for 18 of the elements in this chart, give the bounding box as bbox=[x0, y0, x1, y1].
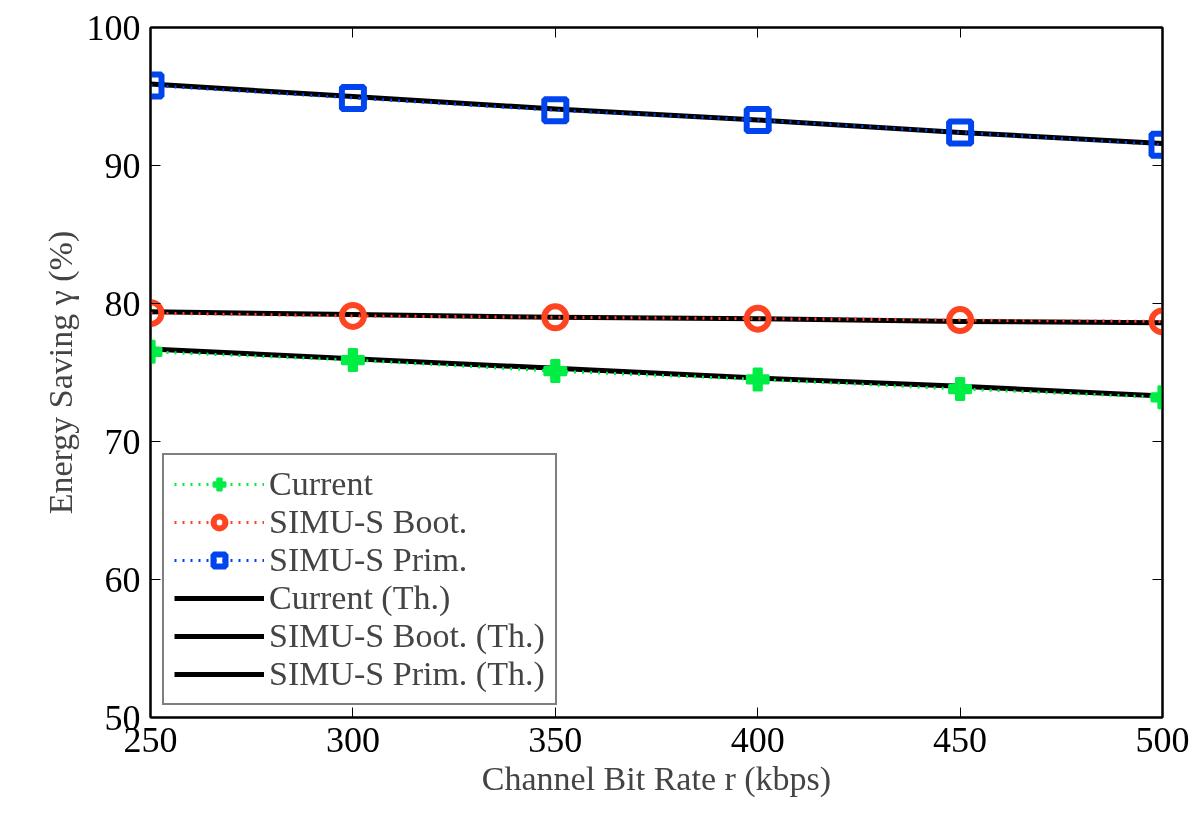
legend-label: SIMU-S Boot. (Th.) bbox=[269, 617, 545, 655]
x-tick-label: 400 bbox=[730, 719, 785, 760]
x-tick-label: 500 bbox=[1135, 719, 1190, 760]
y-tick-label: 90 bbox=[104, 145, 141, 186]
y-tick-label: 100 bbox=[86, 7, 141, 48]
legend-label: SIMU-S Boot. bbox=[269, 503, 468, 541]
x-tick-label: 450 bbox=[933, 719, 988, 760]
y-axis-title: Energy Saving γ (%) bbox=[41, 230, 80, 515]
x-tick-label: 300 bbox=[325, 719, 380, 760]
legend-label: SIMU-S Prim. bbox=[269, 541, 468, 579]
legend-label: Current (Th.) bbox=[269, 579, 451, 617]
y-tick-label: 60 bbox=[104, 559, 141, 600]
x-axis-title: Channel Bit Rate r (kbps) bbox=[481, 759, 832, 798]
legend-label: SIMU-S Prim. (Th.) bbox=[269, 655, 545, 693]
y-tick-label: 80 bbox=[104, 283, 141, 324]
y-tick-label: 70 bbox=[104, 421, 141, 462]
legend-label: Current bbox=[269, 465, 373, 503]
x-tick-label: 350 bbox=[528, 719, 583, 760]
